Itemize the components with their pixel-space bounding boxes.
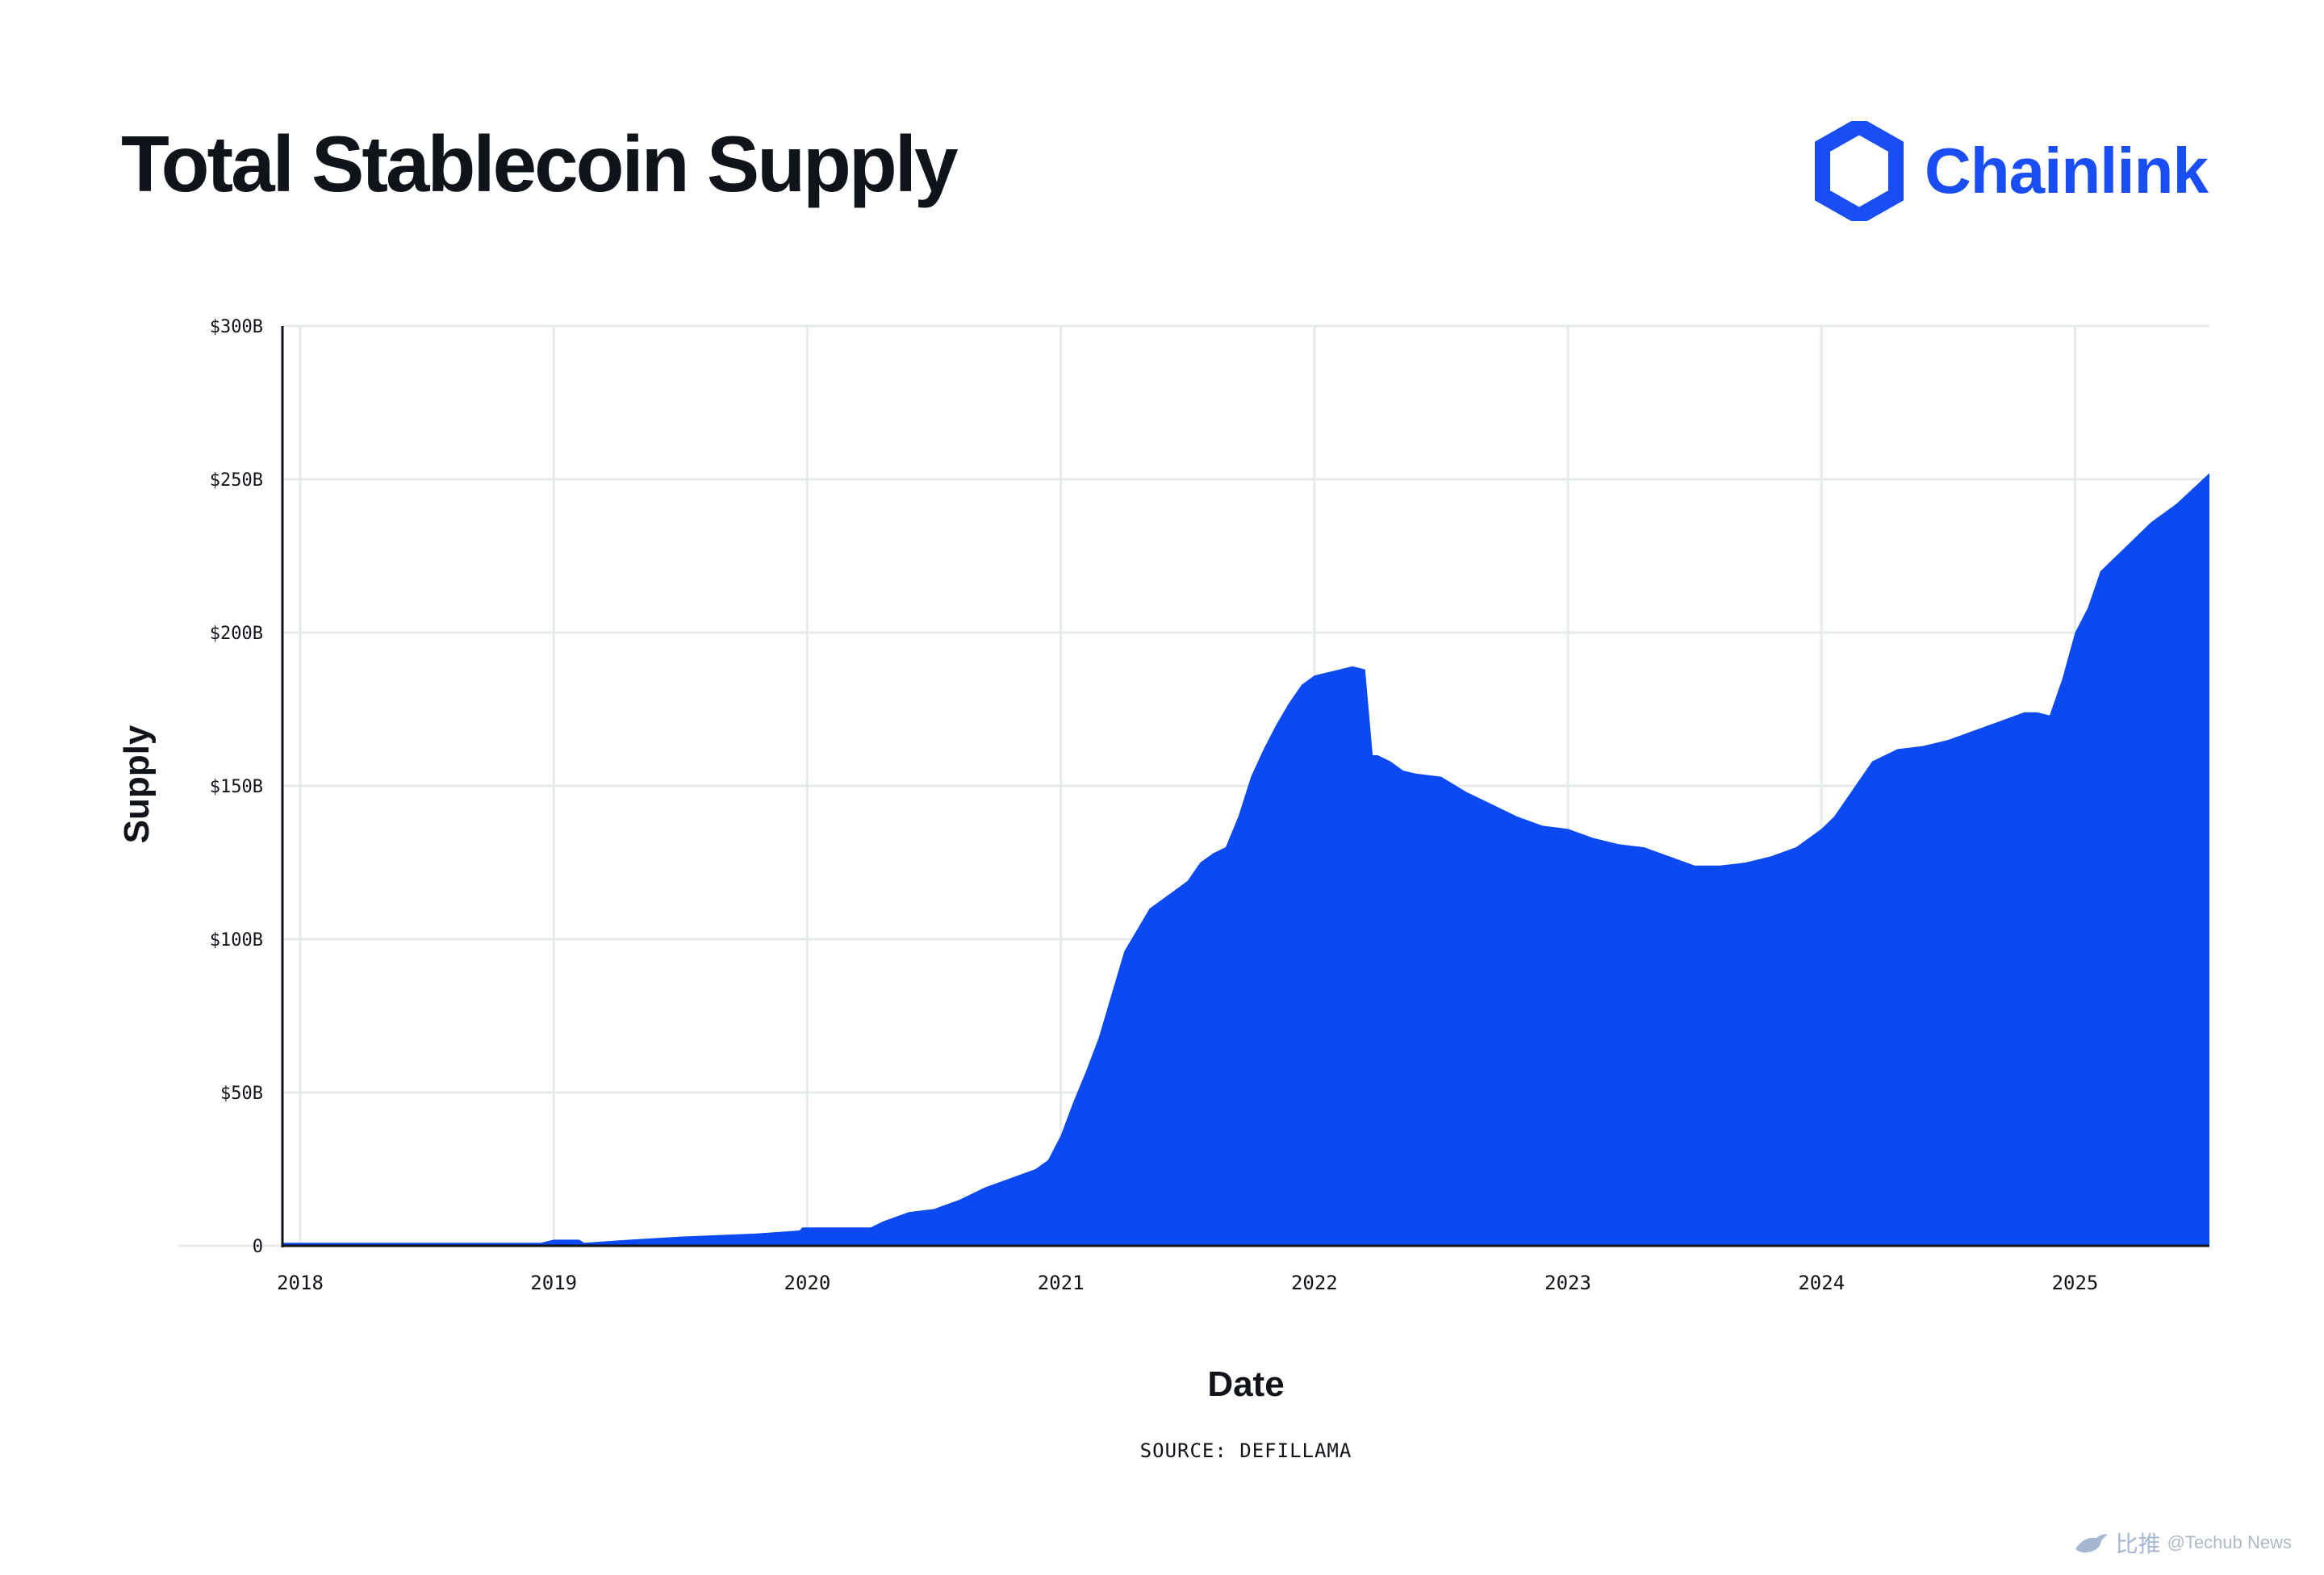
watermark-glyph: 比推 [2115,1531,2161,1556]
y-axis-title: Supply [117,725,157,843]
watermark-label: @Techub News [2167,1532,2292,1552]
supply-area-series [282,473,2209,1246]
y-tick-label: $50B [220,1084,263,1104]
chainlink-hexagon-icon [1814,121,1904,221]
x-axis-title: Date [1207,1364,1284,1404]
x-tick-labels: 2018 2019 2020 2021 2022 2023 2024 2025 [277,1272,2098,1294]
x-tick-label: 2021 [1038,1272,1085,1294]
brand-name: Chainlink [1924,135,2209,207]
y-tick-label: $300B [210,317,263,337]
watermark: 比推 @Techub News [2072,1527,2292,1559]
brand-logo: Chainlink [1814,121,2209,221]
y-tick-labels: 0 $50B $100B $150B $200B $250B $300B [210,317,263,1257]
y-tick-label: 0 [253,1237,263,1257]
source-note: SOURCE: DEFILLAMA [1139,1439,1352,1462]
x-tick-label: 2020 [784,1272,831,1294]
x-tick-label: 2019 [530,1272,577,1294]
y-tick-label: $200B [210,624,263,644]
bird-icon [2075,1534,2108,1553]
y-tick-label: $250B [210,470,263,491]
x-tick-label: 2022 [1291,1272,1338,1294]
x-tick-label: 2025 [2052,1272,2099,1294]
x-tick-label: 2018 [277,1272,324,1294]
x-tick-label: 2024 [1798,1272,1845,1294]
y-tick-label: $100B [210,930,263,950]
x-tick-label: 2023 [1544,1272,1591,1294]
y-tick-label: $150B [210,777,263,797]
chart-title: Total Stablecoin Supply [121,119,959,208]
